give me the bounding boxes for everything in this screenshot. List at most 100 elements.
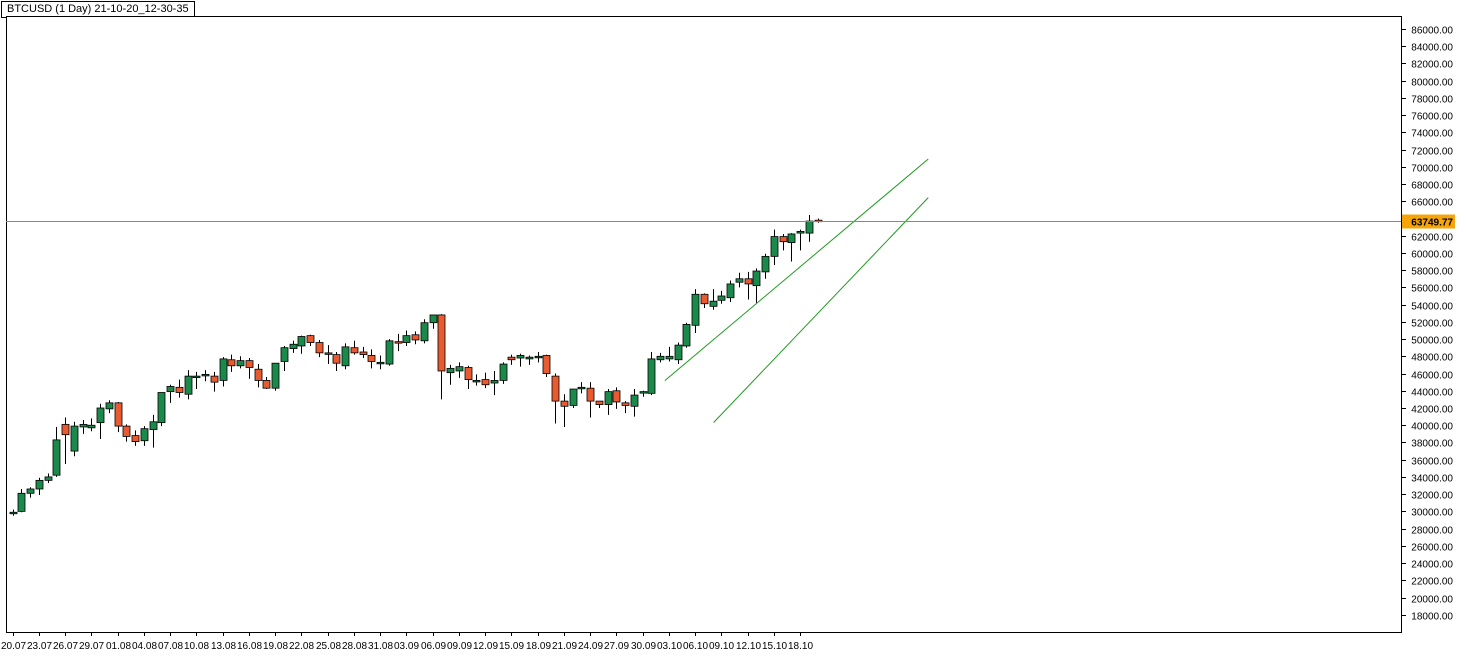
candle — [604, 389, 613, 415]
candle-body — [376, 361, 385, 365]
y-tick-label: 62000.00 — [1411, 233, 1453, 244]
candle-body — [367, 355, 376, 362]
x-tick-label: 25.08 — [316, 641, 341, 652]
candle-body — [315, 342, 324, 354]
y-tick-label: 84000.00 — [1411, 43, 1453, 54]
candle-body — [779, 236, 788, 243]
candle-body — [17, 492, 26, 512]
candle-body — [394, 341, 403, 344]
candle — [157, 392, 166, 427]
candle — [726, 280, 735, 303]
candle — [289, 340, 298, 353]
y-tick-label: 86000.00 — [1411, 26, 1453, 37]
candle-body — [341, 346, 350, 367]
candle — [709, 289, 718, 310]
candle-body — [236, 360, 245, 367]
x-tick-label: 19.08 — [263, 641, 288, 652]
y-tick-label: 40000.00 — [1411, 422, 1453, 433]
x-axis: 20.07 23.07 26.07 29.07 01.08 04.08 07.08 10.08… — [1, 632, 813, 652]
candle-body — [157, 392, 166, 424]
x-tick-label: 23.07 — [27, 641, 52, 652]
candle — [674, 342, 683, 365]
candle-body — [70, 425, 79, 452]
candle-body — [289, 343, 298, 349]
candle-body — [9, 511, 18, 515]
candle — [26, 487, 35, 498]
y-tick-label: 48000.00 — [1411, 353, 1453, 364]
candle-body — [525, 356, 534, 360]
candle-body — [464, 367, 473, 380]
y-tick-label: 26000.00 — [1411, 543, 1453, 554]
current-price-marker: 63749.77 — [6, 214, 1455, 229]
candle-body — [96, 407, 105, 424]
candle-body — [429, 314, 438, 324]
candle — [52, 426, 61, 477]
candle-body — [761, 255, 770, 273]
candle-body — [787, 233, 796, 243]
candle-body — [210, 375, 219, 383]
candle-body — [52, 439, 61, 476]
candle — [166, 384, 175, 403]
candle — [639, 390, 648, 397]
candle-body — [402, 335, 411, 343]
candle — [17, 488, 26, 513]
candle-body — [192, 375, 201, 379]
candle — [350, 340, 359, 355]
candle-body — [542, 355, 551, 374]
candle-body — [472, 380, 481, 383]
candle-body — [805, 220, 814, 234]
candle-body — [350, 347, 359, 354]
candle — [9, 509, 18, 516]
x-tick-label: 29.07 — [79, 641, 104, 652]
candle — [192, 371, 201, 390]
y-tick-label: 70000.00 — [1411, 164, 1453, 175]
y-tick-label: 22000.00 — [1411, 577, 1453, 588]
y-tick-label: 42000.00 — [1411, 405, 1453, 416]
candle-body — [26, 488, 35, 494]
candle — [752, 268, 761, 303]
x-tick-label: 06.09 — [421, 641, 446, 652]
candle — [490, 370, 499, 396]
y-tick-label: 38000.00 — [1411, 439, 1453, 450]
y-tick-label: 66000.00 — [1411, 198, 1453, 209]
candle-body — [297, 336, 306, 347]
current-price-label-bg — [1402, 214, 1455, 229]
candle-body — [639, 391, 648, 394]
candle — [656, 352, 665, 363]
x-tick-label: 15.09 — [499, 641, 524, 652]
candle-body — [560, 400, 569, 407]
candle-body — [437, 314, 446, 372]
candle — [455, 362, 464, 378]
candle-body — [411, 334, 420, 341]
x-tick-label: 24.09 — [578, 641, 603, 652]
candle — [44, 473, 53, 483]
candle-body — [577, 386, 586, 390]
y-tick-label: 28000.00 — [1411, 526, 1453, 537]
x-tick-label: 04.08 — [132, 641, 157, 652]
x-tick-label: 13.08 — [211, 641, 236, 652]
candle-body — [280, 347, 289, 362]
candle — [499, 362, 508, 384]
candle — [472, 374, 481, 386]
candle — [586, 382, 595, 418]
y-tick-label: 76000.00 — [1411, 112, 1453, 123]
candle — [131, 430, 140, 446]
candle-body — [796, 230, 805, 234]
y-tick-label: 46000.00 — [1411, 371, 1453, 382]
candle — [219, 357, 228, 387]
candle-body — [656, 355, 665, 361]
candle — [96, 403, 105, 440]
candle — [787, 233, 796, 262]
candle-body — [507, 356, 516, 361]
candle-body — [647, 358, 656, 394]
candle-body — [682, 324, 691, 347]
candle — [306, 334, 315, 346]
candle — [227, 354, 236, 372]
candle — [481, 372, 490, 389]
x-tick-label: 26.07 — [53, 641, 78, 652]
candle — [297, 335, 306, 354]
candle — [682, 322, 691, 348]
y-tick-label: 18000.00 — [1411, 612, 1453, 623]
candle-body — [499, 363, 508, 381]
y-tick-label: 74000.00 — [1411, 129, 1453, 140]
